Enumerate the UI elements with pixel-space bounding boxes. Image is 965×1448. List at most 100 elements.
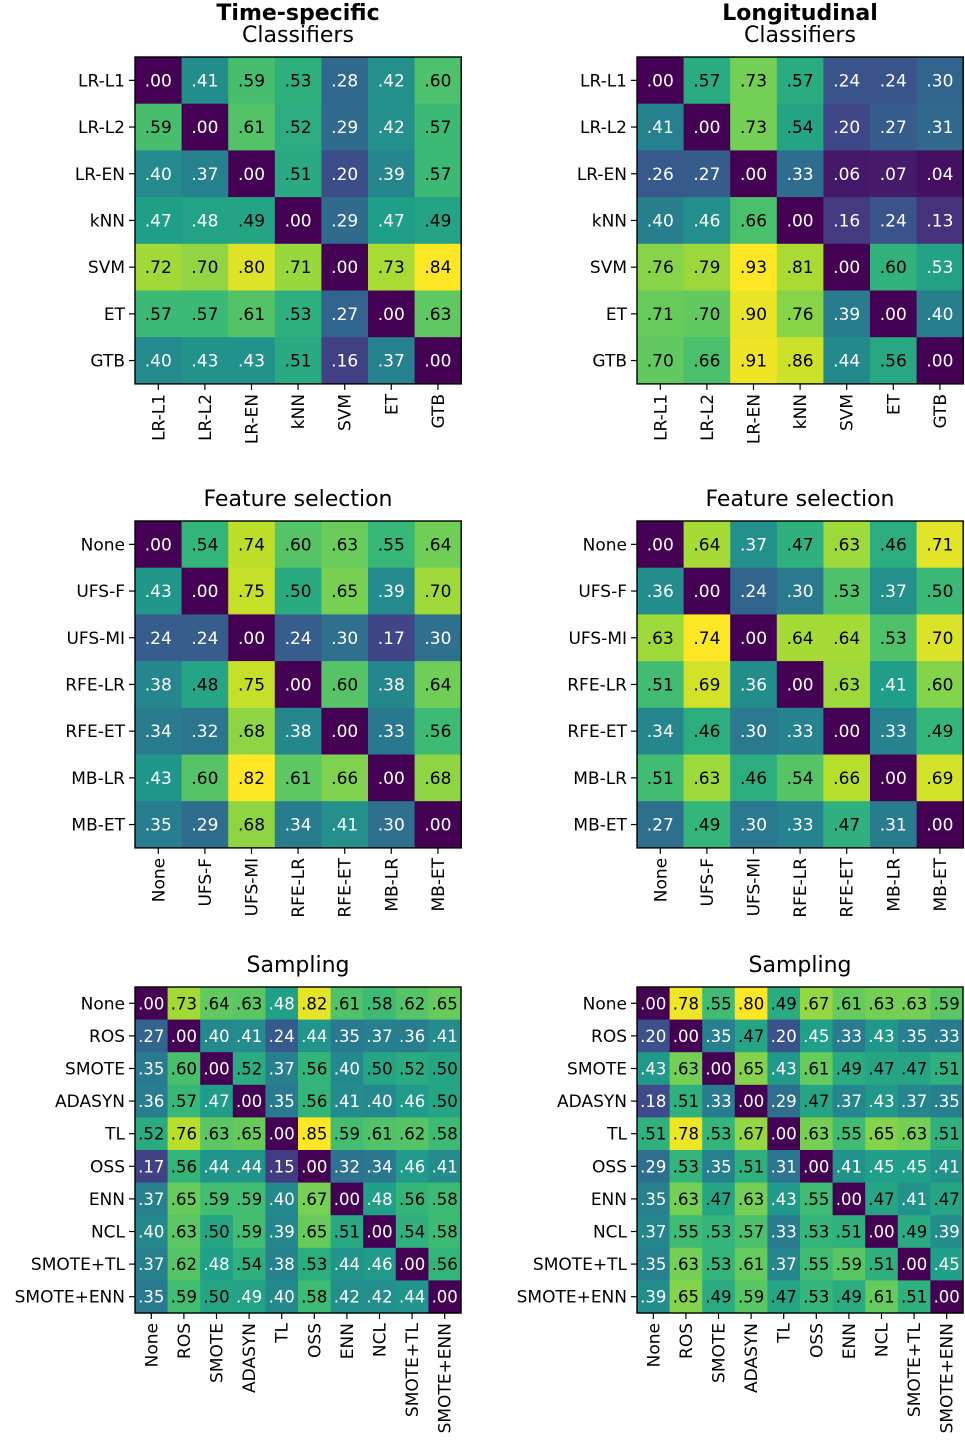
heatmap-cell [274, 243, 322, 292]
cell-value-label: .51 [640, 1125, 666, 1144]
cell-value-label: .53 [803, 1288, 829, 1307]
heatmap-cell [135, 1117, 169, 1151]
cell-value-label: .29 [331, 118, 358, 138]
y-tick-label: ROS [89, 1027, 125, 1047]
cell-value-label: .52 [236, 1060, 262, 1079]
cell-value-label: .63 [647, 629, 674, 649]
heatmap-cell [232, 1280, 266, 1314]
heatmap-cell [730, 337, 778, 385]
cell-value-label: .56 [301, 1092, 327, 1111]
heatmap-cell [274, 567, 322, 615]
cell-value-label: .34 [647, 722, 674, 742]
cell-value-label: .80 [738, 994, 764, 1013]
heatmap-cell [181, 754, 229, 802]
cell-value-label: .41 [432, 1027, 458, 1046]
cell-value-label: .43 [145, 582, 172, 602]
cell-value-label: .49 [705, 1288, 731, 1307]
y-tick-label: LR-L1 [580, 71, 627, 91]
heatmap-cell [135, 1247, 169, 1281]
cell-value-label: .27 [647, 816, 674, 836]
x-tick-label: ET [382, 393, 402, 415]
cell-value-label: .40 [269, 1190, 295, 1209]
cell-value-label: .65 [738, 1060, 764, 1079]
cell-value-label: .35 [269, 1092, 295, 1111]
y-tick-label: RFE-LR [567, 675, 627, 695]
heatmap-cell [870, 290, 918, 338]
cell-value-label: .68 [424, 769, 451, 789]
cell-value-label: .00 [880, 305, 907, 325]
cell-value-label: .61 [803, 1060, 829, 1079]
cell-value-label: .24 [191, 629, 218, 649]
cell-value-label: .40 [366, 1092, 392, 1111]
heatmap-cell [870, 707, 918, 756]
y-tick-label: kNN [90, 211, 125, 231]
heatmap-cell [683, 150, 731, 198]
heatmap-cell [702, 1150, 736, 1184]
cell-value-label: .70 [647, 352, 674, 372]
cell-value-label: .64 [787, 629, 814, 649]
y-tick-label: UFS-F [578, 582, 627, 602]
cell-value-label: .50 [285, 582, 312, 602]
x-tick-label: MB-ET [429, 857, 449, 911]
heatmap-cell [930, 1019, 964, 1053]
heatmap-cell [776, 243, 824, 292]
cell-value-label: .61 [738, 1255, 764, 1274]
heatmap-cell [823, 57, 871, 105]
heatmap-cell [330, 1084, 364, 1118]
heatmap-cell [916, 103, 964, 151]
cell-value-label: .47 [868, 1060, 894, 1079]
heatmap-cell [228, 521, 276, 569]
heatmap-cell [228, 707, 276, 756]
heatmap-cell [298, 1247, 332, 1281]
heatmap-cell [330, 1215, 364, 1249]
y-tick-label: LR-EN [75, 165, 125, 185]
heatmap-cell [669, 1117, 703, 1151]
cell-value-label: .44 [301, 1027, 327, 1046]
heatmap-cell [363, 1182, 397, 1216]
heatmap-cell [897, 1247, 931, 1281]
heatmap-cell [730, 57, 778, 105]
cell-value-label: .68 [238, 816, 265, 836]
cell-value-label: .40 [145, 165, 172, 185]
x-tick-label: LR-EN [243, 394, 263, 444]
cell-value-label: .33 [378, 722, 405, 742]
heatmap-cell [683, 337, 731, 385]
heatmap-cell [428, 1215, 462, 1249]
cell-value-label: .53 [880, 629, 907, 649]
heatmap-cell [363, 1019, 397, 1053]
cell-value-label: .31 [880, 816, 907, 836]
cell-value-label: .00 [145, 535, 172, 555]
cell-value-label: .53 [803, 1223, 829, 1242]
heatmap-cell [669, 1247, 703, 1281]
heatmap-cell [730, 521, 778, 569]
heatmap-cell [135, 337, 183, 385]
cell-value-label: .70 [191, 258, 218, 278]
y-tick-label: GTB [90, 352, 125, 372]
cell-value-label: .37 [836, 1092, 862, 1111]
heatmap-cell [330, 1150, 364, 1184]
heatmap-cell [730, 290, 778, 338]
heatmap-cell [800, 1215, 834, 1249]
cell-value-label: .39 [833, 305, 860, 325]
heatmap-cell [265, 1280, 299, 1314]
y-tick-label: OSS [592, 1157, 627, 1177]
cell-value-label: .59 [145, 118, 172, 138]
heatmap-cell [637, 290, 685, 338]
cell-value-label: .66 [693, 352, 720, 372]
y-tick-label: ET [104, 305, 126, 325]
cell-value-label: .30 [378, 816, 405, 836]
y-tick-label: UFS-MI [66, 629, 125, 649]
y-tick-label: ADASYN [55, 1092, 125, 1112]
cell-value-label: .41 [836, 1157, 862, 1176]
heatmap-cell [930, 987, 964, 1021]
y-tick-label: NCL [91, 1223, 126, 1243]
cell-value-label: .00 [285, 211, 312, 231]
heatmap-cell [321, 661, 369, 709]
heatmap-cell [702, 1052, 736, 1086]
cell-value-label: .15 [269, 1157, 295, 1176]
heatmap-cell [368, 614, 416, 662]
cell-value-label: .38 [269, 1255, 295, 1274]
cell-value-label: .38 [285, 722, 312, 742]
heatmap-cell [135, 1150, 169, 1184]
